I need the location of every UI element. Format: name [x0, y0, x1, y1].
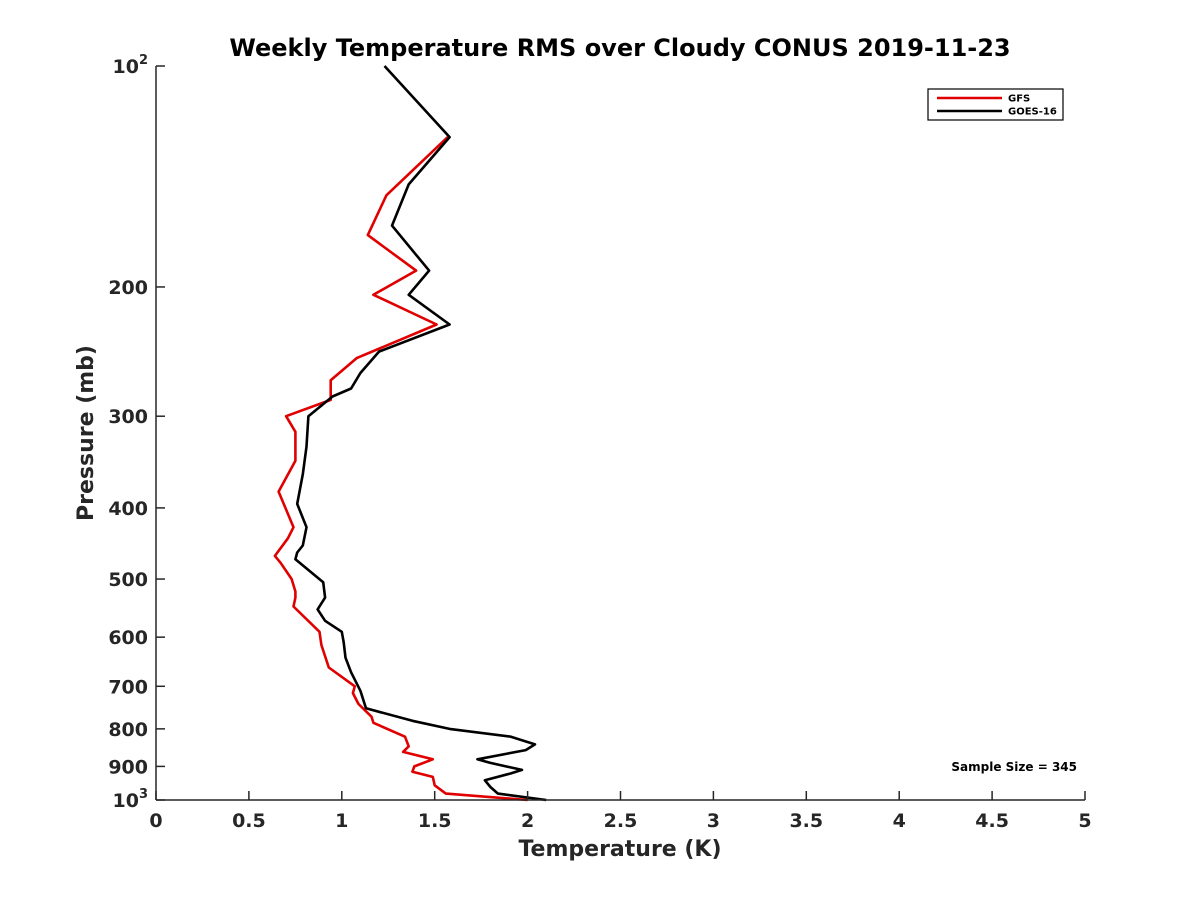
y-tick-label: 102: [113, 53, 149, 78]
x-tick-label: 5: [1078, 810, 1091, 832]
x-tick-label: 2: [521, 810, 534, 832]
x-tick-label: 1: [335, 810, 348, 832]
y-tick-label: 400: [108, 498, 148, 520]
legend-box: [927, 88, 1064, 121]
series-line-goes16: [294, 65, 547, 802]
x-tick-label: 3.5: [789, 810, 823, 832]
legend: GFS GOES-16: [927, 88, 1064, 121]
y-tick-label: 800: [108, 719, 148, 741]
y-tick-label-base: 600: [108, 627, 148, 649]
y-tick-label-base: 400: [108, 498, 148, 520]
x-axis-label: Temperature (K): [518, 837, 721, 862]
y-tick-label-base: 900: [108, 756, 148, 778]
y-tick-label: 103: [113, 787, 149, 812]
legend-label-gfs: GFS: [1008, 94, 1030, 105]
y-tick-label: 900: [108, 756, 148, 778]
y-tick-label-exponent: 3: [139, 787, 148, 802]
y-tick-label: 300: [108, 406, 148, 428]
plot-lines: [273, 65, 547, 802]
x-tick-label: 0.5: [232, 810, 266, 832]
x-tick-label: 4: [893, 810, 906, 832]
x-tick-label: 0: [149, 810, 162, 832]
y-tick-label-base: 200: [108, 277, 148, 299]
y-tick-label-base: 300: [108, 406, 148, 428]
y-tick-label-base: 500: [108, 569, 148, 591]
y-tick-label-base: 700: [108, 676, 148, 698]
series-line-gfs: [273, 136, 528, 802]
y-tick-label: 600: [108, 627, 148, 649]
x-tick-label: 3: [707, 810, 720, 832]
y-tick-label: 200: [108, 277, 148, 299]
legend-label-goes16: GOES-16: [1008, 107, 1057, 118]
y-tick-label-base: 10: [113, 790, 139, 812]
y-axis-label: Pressure (mb): [74, 345, 99, 521]
x-tick-label: 4.5: [975, 810, 1009, 832]
x-tick-label: 1.5: [418, 810, 452, 832]
x-axis-ticks: 0 0.5 1 1.5 2 2.5 3 3.5 4 4.5 5: [149, 791, 1092, 832]
y-tick-label-exponent: 2: [139, 53, 148, 68]
y-tick-label-base: 10: [113, 56, 139, 78]
sample-size-annotation: Sample Size = 345: [951, 760, 1077, 774]
chart-title: Weekly Temperature RMS over Cloudy CONUS…: [229, 34, 1010, 62]
y-tick-label-base: 800: [108, 719, 148, 741]
x-tick-label: 2.5: [604, 810, 638, 832]
y-tick-label: 500: [108, 569, 148, 591]
y-tick-label: 700: [108, 676, 148, 698]
